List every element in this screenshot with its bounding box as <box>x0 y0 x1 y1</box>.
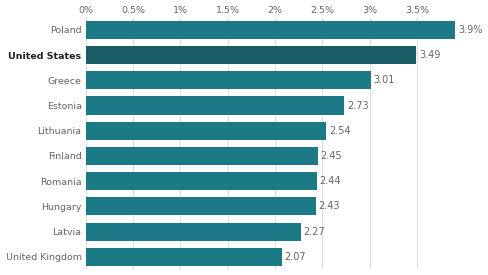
Text: 2.54: 2.54 <box>328 126 350 136</box>
Bar <box>85 172 316 190</box>
Text: 2.43: 2.43 <box>318 201 340 211</box>
Bar <box>85 97 344 115</box>
Text: 2.44: 2.44 <box>319 176 341 186</box>
Bar <box>85 197 315 216</box>
Bar <box>85 222 300 241</box>
Bar <box>85 71 370 89</box>
Bar <box>85 21 454 39</box>
Bar <box>85 147 317 165</box>
Text: 2.07: 2.07 <box>284 252 305 262</box>
Text: 3.01: 3.01 <box>373 75 394 85</box>
Text: 2.45: 2.45 <box>320 151 342 161</box>
Text: 2.27: 2.27 <box>303 227 325 236</box>
Bar <box>85 248 281 266</box>
Text: 2.73: 2.73 <box>346 101 368 111</box>
Bar <box>85 46 415 64</box>
Text: 3.49: 3.49 <box>418 50 440 60</box>
Text: 3.9%: 3.9% <box>457 25 481 35</box>
Bar <box>85 122 325 140</box>
